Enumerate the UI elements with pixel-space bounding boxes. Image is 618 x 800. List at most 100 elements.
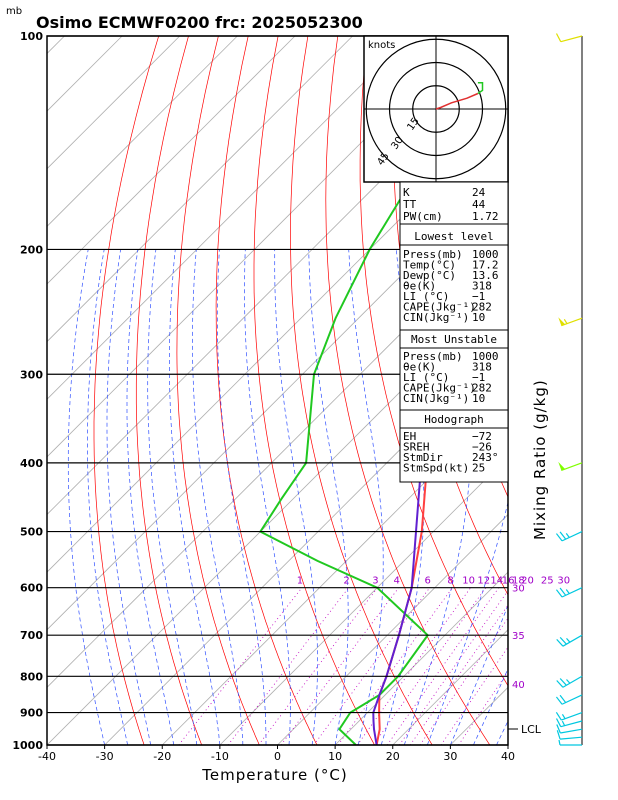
mixing-ratio-label: 30 [557,576,570,587]
mixing-ratio-label: 14 [490,576,503,587]
wind-feather [555,711,562,721]
moist-adiabat [106,249,152,745]
lowest_level-value: −1 [472,290,485,303]
wind-barb-shaft [562,634,583,647]
wind-barb [556,724,583,734]
wind-feather [556,680,564,688]
y-tick-label: 500 [20,526,43,539]
wind-feather [555,696,563,705]
wind-half-feather [565,589,570,594]
wind-half-feather [566,679,571,684]
moist-adiabat [169,249,221,745]
k-label: K [403,186,410,199]
wind-barb [556,675,583,688]
hodograph-trace [435,81,484,110]
y-tick-label: 800 [20,670,43,683]
y-tick-label: 300 [20,368,43,381]
wind-barb-shaft [562,675,583,688]
tt-label: TT [403,198,417,211]
wind-half-feather [561,714,566,720]
most_unstable-label: Press(mb) [403,350,463,363]
hodograph-box-rows: EH −72 SREH −26 StmDir 243°StmSpd(kt) 25 [403,430,499,475]
mixing-ratio-label: 10 [462,576,475,587]
x-tick-label: -30 [96,750,114,763]
profile-dewpoint [258,55,508,745]
mixing-ratio-line [409,604,508,745]
moist-adiabat [274,249,318,745]
wind-barbs [555,33,583,746]
isotherm [47,36,238,227]
wind-feather [556,724,561,734]
y-tick-label: 700 [20,629,43,642]
lowest_level-label: Temp(°C) [403,259,456,272]
lowest_level-value: 318 [472,280,492,293]
wind-barb [555,694,583,705]
mixing-ratio-line [398,590,508,745]
chart-title: Osimo ECMWF0200 frc: 2025052300 [36,13,363,32]
moist-adiabat [496,720,508,745]
wind-half-feather [565,533,570,538]
wind-feather [559,587,567,596]
lowest_level-label: CIN(Jkg⁻¹) [403,311,469,324]
wind-barb-column [555,33,583,746]
lowest_level-label: CAPE(Jkg⁻¹) [403,301,476,314]
theta-label: 40 [512,680,525,691]
wind-flag [558,317,566,326]
hodograph_box-value: 25 [472,462,485,475]
x-tick-label: 30 [443,750,457,763]
wind-barb [558,739,582,746]
dry-adiabat [606,36,618,745]
dry-adiabat [577,36,618,745]
x-tick-label: -40 [38,750,56,763]
wind-barb-shaft [561,317,583,327]
mixing-ratio-line [337,587,453,745]
theta-label: 35 [512,631,525,642]
wind-feather [559,531,567,540]
hodograph_box-label: SREH [403,441,430,454]
tt-value: 44 [472,198,486,211]
mixing-ratio-label: 3 [372,576,378,587]
dry-adiabat [253,36,375,745]
wind-half-feather [561,720,566,726]
x-tick-label: 10 [328,750,342,763]
hodograph: knots 15 30 45 [363,35,509,183]
wind-barb-shaft [561,531,583,542]
mixing-ratio-label: 12 [477,576,490,587]
mixing-ratio-label: 6 [425,576,431,587]
wind-feather [555,33,562,42]
pw-label: PW(cm) [403,210,443,223]
most_unstable-value: 318 [472,361,492,374]
wind-barb [558,317,583,327]
wind-barb-shaft [561,694,583,705]
y-tick-label: 900 [20,707,43,720]
most_unstable-label: CAPE(Jkg⁻¹) [403,382,476,395]
mixing-ratio-label: 1 [297,576,303,587]
x-tick-label: -10 [211,750,229,763]
isotherm [47,36,469,458]
most_unstable-value: −1 [472,371,485,384]
hodograph_box-value: −72 [472,430,492,443]
isotherm [47,225,508,688]
wind-feather [559,678,567,686]
pressure-unit: mb [6,6,22,17]
wind-feather [555,533,563,542]
hodograph-unit: knots [368,40,395,51]
isotherm [334,571,508,745]
hodograph_box-value: −26 [472,441,492,454]
wind-feather [556,730,561,740]
wind-barb [555,711,583,721]
y-tick-label: 1000 [12,739,43,752]
wind-barb [555,531,583,542]
isotherm [47,36,181,170]
isotherm [47,36,353,343]
wind-barb [556,730,583,740]
wind-feather [559,636,567,645]
isotherm [47,168,508,631]
lowest_level-label: Dewp(°C) [403,269,456,282]
wind-barb [555,33,583,43]
most_unstable-label: LI (°C) [403,371,449,384]
hodograph_box-label: StmSpd(kt) [403,462,469,475]
isotherm [277,513,508,745]
dry-adiabat [215,36,318,745]
